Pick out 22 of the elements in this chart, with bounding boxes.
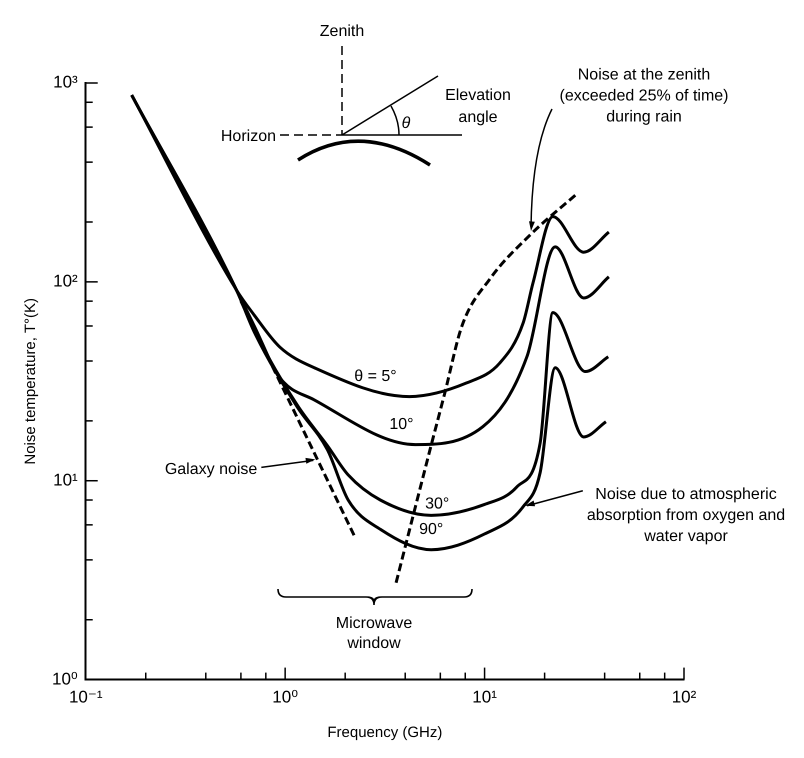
y-axis-title: Noise temperature, T°(K) [22, 298, 40, 465]
x-tick-label: 10⁰ [272, 687, 298, 706]
series-label: 30° [425, 496, 450, 513]
series-label: 10° [389, 416, 414, 433]
annotation: Galaxy noise [164, 460, 258, 478]
y-tick-label: 10⁰ [52, 669, 78, 688]
annotation: Microwave window [336, 615, 412, 652]
x-tick-label: 10¹ [472, 687, 498, 706]
annotation: θ [402, 115, 411, 132]
annotation: Noise due to atmospheric absorption from oxygen and water vapor [586, 486, 786, 546]
x-tick-label: 10⁻¹ [68, 687, 103, 706]
text: Zenith [320, 23, 364, 40]
x-axis-title: Frequency (GHz) [327, 724, 442, 742]
series-label: 90° [419, 521, 444, 538]
y-tick-label: 10² [53, 272, 78, 291]
annotation: Horizon [220, 128, 276, 145]
annotation: Elevation angle [445, 87, 511, 126]
text: Noise at the zenith (exceeded 25% of time) during rain [560, 66, 728, 126]
y-tick-label: 10¹ [53, 470, 78, 490]
y-tick-label: 10³ [53, 72, 78, 92]
x-tick-label: 10² [672, 687, 697, 706]
series-label: θ = 5° [354, 368, 397, 385]
